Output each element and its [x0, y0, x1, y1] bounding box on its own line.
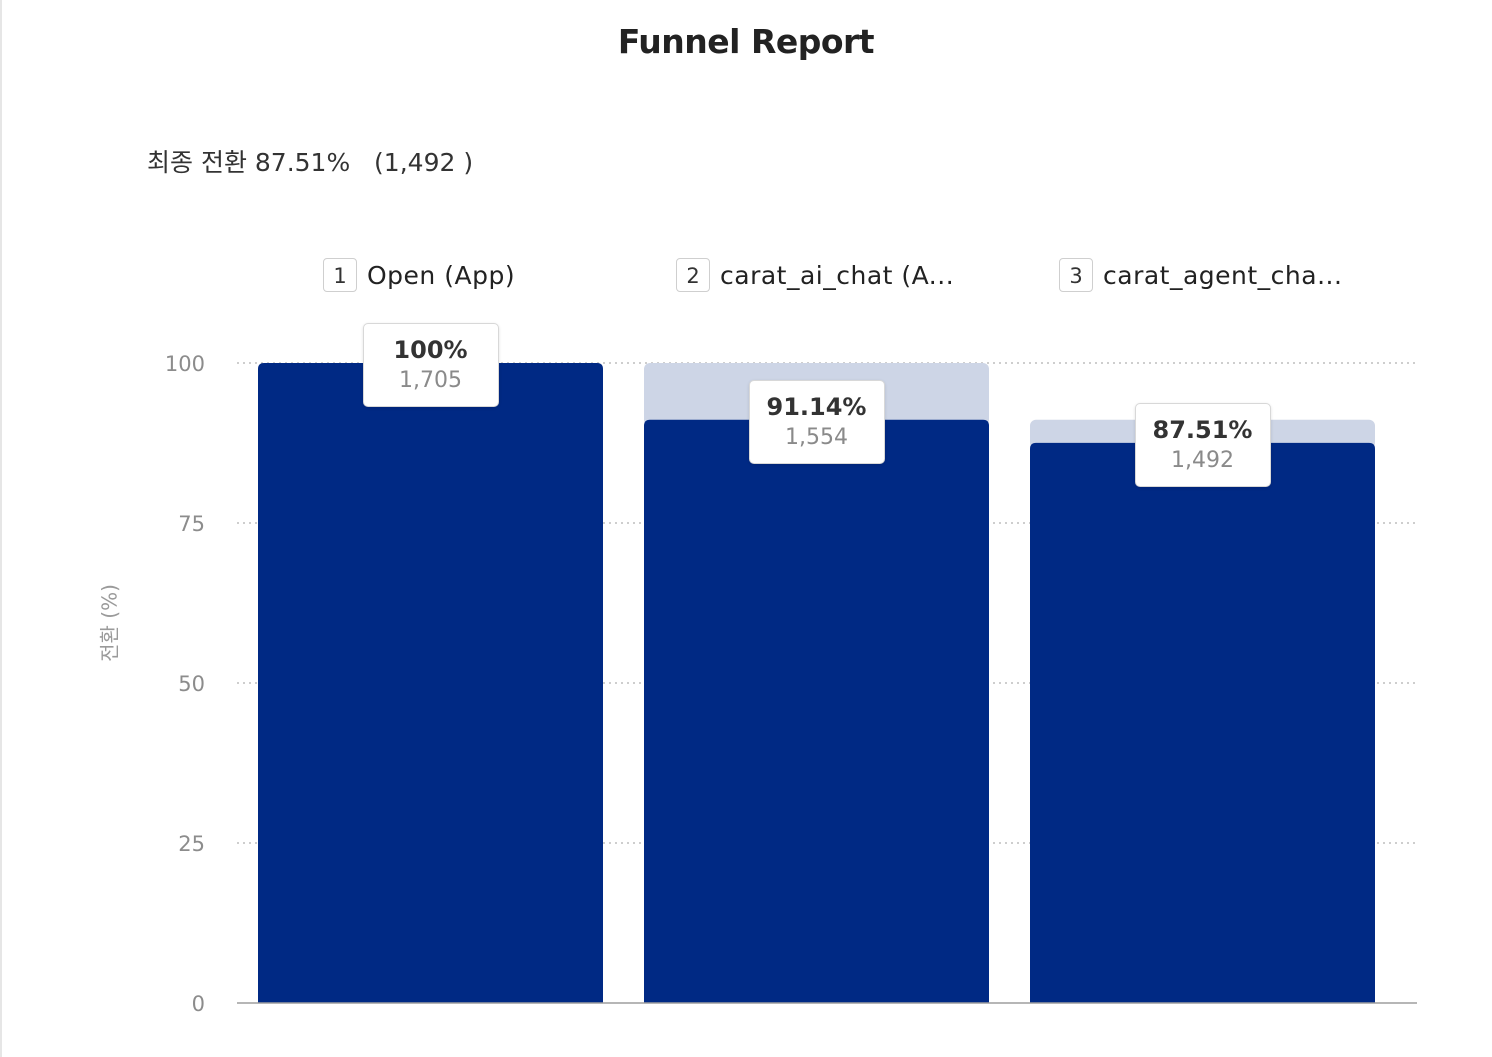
- y-tick-label: 100: [165, 352, 205, 376]
- badge-percent: 87.51%: [1152, 415, 1253, 444]
- y-tick-label: 50: [178, 672, 205, 696]
- step-label: carat_agent_cha...: [1103, 260, 1343, 290]
- step-label: carat_ai_chat (A...: [720, 260, 955, 290]
- conversion-bar[interactable]: [1030, 442, 1375, 1003]
- step-header-2[interactable]: 2 carat_ai_chat (A...: [676, 256, 954, 294]
- badge-percent: 100%: [393, 336, 468, 364]
- step-header-3[interactable]: 3 carat_agent_cha...: [1059, 256, 1342, 294]
- step-number-badge: 2: [676, 258, 710, 292]
- badge-count: 1,705: [399, 368, 462, 393]
- step-label: Open (App): [367, 260, 516, 290]
- value-badge: 91.14% 1,554: [748, 379, 885, 464]
- conversion-bar[interactable]: [258, 363, 603, 1003]
- value-badge: 100% 1,705: [362, 323, 499, 407]
- chart-title: Funnel Report: [617, 22, 875, 61]
- y-tick-labels: 100 75 50 25 0: [165, 352, 205, 1016]
- conversion-bar[interactable]: [644, 419, 989, 1004]
- badge-count: 1,554: [785, 424, 848, 450]
- y-tick-label: 25: [178, 832, 205, 856]
- badge-count: 1,492: [1171, 447, 1234, 473]
- step-number-badge: 3: [1059, 258, 1093, 292]
- value-badge: 87.51% 1,492: [1134, 402, 1271, 487]
- bar-layer: [258, 363, 1375, 1004]
- badge-percent: 91.14%: [766, 392, 867, 421]
- step-header-1[interactable]: 1 Open (App): [323, 256, 515, 294]
- step-number-badge: 1: [323, 258, 357, 292]
- y-tick-label: 0: [192, 992, 205, 1016]
- conversion-summary: 최종 전환 87.51% (1,492 ): [147, 148, 474, 177]
- y-tick-label: 75: [178, 512, 205, 536]
